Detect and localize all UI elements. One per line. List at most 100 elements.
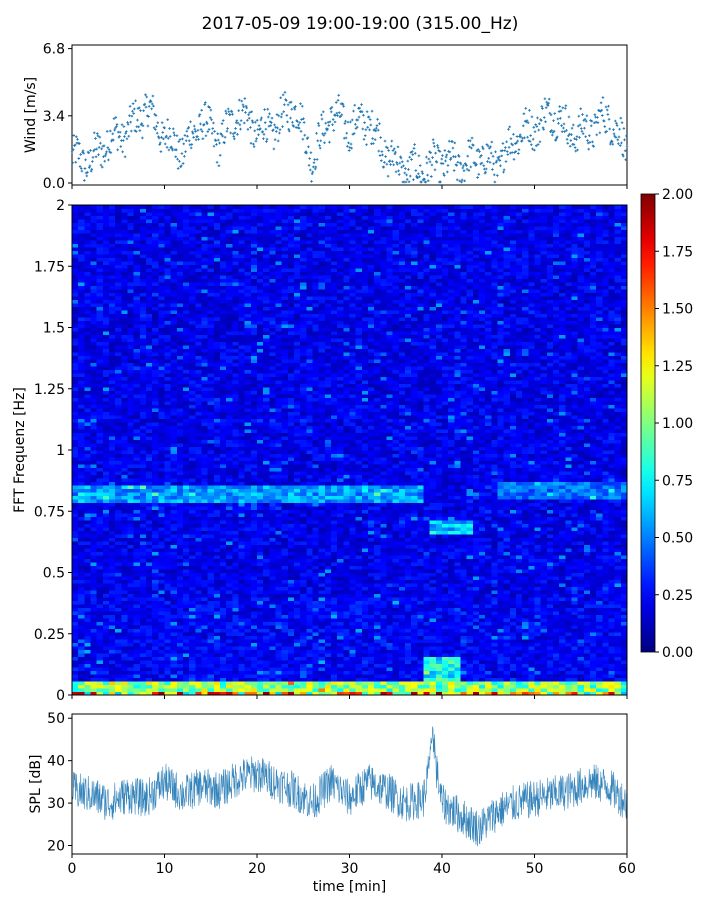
spectrogram-cell (232, 355, 239, 360)
spectrogram-cell (152, 443, 159, 447)
spectrogram-cell (109, 478, 116, 482)
spectrogram-cell (102, 408, 110, 412)
spectrogram-cell (115, 369, 122, 374)
spectrogram-cell (226, 226, 233, 230)
spectrogram-cell (109, 390, 116, 395)
wind-point (344, 136, 348, 140)
spectrogram-cell (158, 653, 165, 657)
spectrogram-cell (78, 282, 85, 286)
spectrogram-cell (170, 380, 178, 384)
spectrogram-cell (109, 653, 116, 657)
spectrogram-cell (170, 341, 178, 346)
wind-point (111, 132, 115, 136)
spectrogram-cell (158, 348, 165, 353)
spectrogram-cell (102, 439, 110, 444)
spectrogram-cell (146, 317, 153, 321)
spectrogram-cell (152, 338, 159, 342)
wind-point (172, 131, 176, 135)
spectrogram-cell (244, 653, 252, 657)
wind-point (338, 111, 341, 114)
spectrogram-cell (78, 324, 85, 328)
spectrogram-cell (189, 625, 196, 629)
spectrogram-cell (183, 271, 190, 276)
spectrogram-cell (133, 327, 141, 332)
spectrogram-cell (170, 474, 178, 479)
spectrogram-cell (201, 460, 208, 465)
wind-point (430, 163, 434, 167)
spectrogram-cell (238, 509, 245, 514)
wind-point (614, 136, 618, 139)
spectrogram-cell (232, 401, 239, 405)
spectrogram-cell (109, 516, 116, 521)
spectrogram-cell (238, 485, 245, 489)
spectrogram-cell (244, 495, 252, 500)
spectrogram-cell (238, 611, 245, 615)
wind-point (270, 121, 273, 124)
spectrogram-cell (207, 408, 215, 412)
wind-point (80, 169, 84, 173)
spectrogram-cell (189, 233, 196, 237)
wind-point (249, 126, 252, 129)
wind-point (373, 138, 377, 142)
spectrogram-cell (226, 257, 233, 262)
spectrogram-cell (109, 642, 116, 647)
spectrogram-cell (90, 247, 97, 251)
wind-point (545, 100, 549, 104)
spectrogram-cell (232, 600, 239, 605)
spectrogram-cell (152, 306, 159, 311)
spectrogram-cell (115, 327, 122, 332)
spectrogram-cell (170, 257, 178, 262)
spectrogram-cell (189, 632, 196, 636)
spectrogram-cell (232, 278, 239, 283)
spectrogram-cell (183, 544, 190, 549)
wind-point (303, 133, 307, 137)
spectrogram-cell (152, 618, 159, 622)
spectrogram-cell (72, 306, 79, 311)
wind-point (612, 128, 615, 131)
spectrogram-cell (78, 569, 85, 573)
spectrogram-cell (152, 625, 159, 629)
spectrogram-cell (213, 551, 221, 556)
spectrogram-cell (158, 628, 165, 633)
spectrogram-cell (164, 488, 171, 493)
wind-point (560, 130, 564, 133)
spectrogram-cell (220, 338, 227, 342)
spectrogram-cell (238, 607, 245, 612)
spectrogram-cell (201, 390, 208, 395)
wind-point (70, 150, 74, 154)
spectrogram-cell (133, 516, 141, 521)
spectrogram-cell (133, 544, 141, 549)
spectrogram-cell (102, 551, 110, 556)
spectrogram-cell (90, 625, 97, 629)
spectrogram-cell (220, 240, 227, 244)
spectrogram-cell (195, 422, 202, 426)
spectrogram-cell (238, 219, 245, 223)
spectrogram-cell (96, 534, 104, 538)
spectrogram-cell (170, 688, 178, 692)
spectrogram-cell (220, 306, 227, 311)
spectrogram-cell (220, 366, 227, 370)
spectrogram-cell (207, 338, 215, 342)
spectrogram-cell (213, 677, 221, 682)
spectrogram-cell (244, 261, 252, 265)
spectrogram-cell (133, 243, 141, 248)
wind-point (443, 149, 447, 152)
spectrogram-cell (220, 359, 227, 363)
spectrogram-cell (139, 688, 147, 692)
wind-point (493, 180, 497, 184)
spectrogram-cell (220, 257, 227, 262)
spectrogram-cell (201, 397, 208, 402)
spectrogram-cell (158, 632, 165, 636)
spectrogram-cell (244, 516, 252, 521)
spectrogram-cell (244, 334, 252, 339)
spectrogram-cell (115, 607, 122, 612)
spectrogram-cell (201, 534, 208, 538)
spectrogram-cell (72, 317, 79, 321)
wind-point (307, 145, 310, 149)
spectrogram-cell (213, 530, 221, 535)
spectrogram-cell (220, 408, 227, 412)
spectrogram-cell (121, 586, 128, 591)
spectrogram-cell (127, 460, 134, 465)
spectrogram-cell (207, 418, 215, 423)
spectrogram-cell (220, 289, 227, 293)
